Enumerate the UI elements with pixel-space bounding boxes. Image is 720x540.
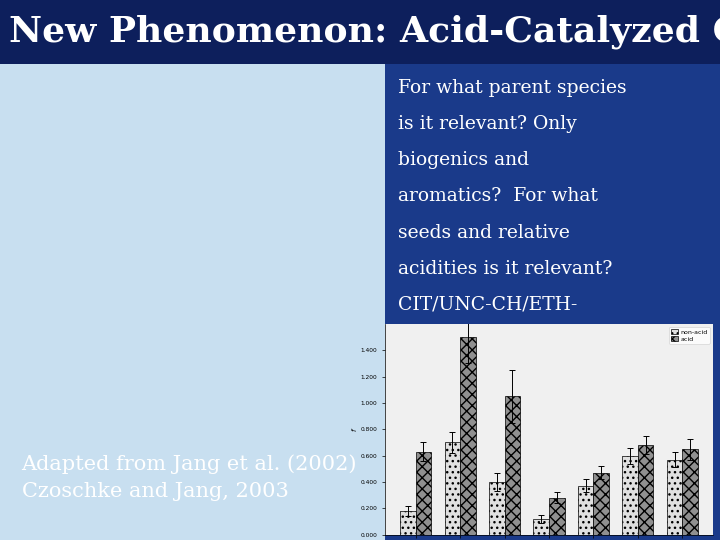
Bar [415, 451, 431, 535]
Text: is it relevant? Only: is it relevant? Only [398, 115, 577, 133]
Bar [460, 337, 476, 535]
Legend: non-acid, acid: non-acid, acid [669, 327, 710, 343]
Bar [622, 456, 638, 535]
Text: PSI: PSI [398, 332, 431, 350]
Bar [0, 0, 720, 64]
Bar [489, 482, 505, 535]
Bar [683, 449, 698, 535]
Text: seeds and relative: seeds and relative [398, 224, 570, 241]
Text: biogenics and: biogenics and [398, 151, 529, 169]
Bar [549, 498, 564, 535]
Text: aromatics?  For what: aromatics? For what [398, 187, 598, 205]
Bar [385, 64, 720, 374]
Bar [578, 486, 593, 535]
Text: CIT/UNC-CH/ETH-: CIT/UNC-CH/ETH- [398, 296, 577, 314]
Y-axis label: f: f [352, 428, 358, 430]
Text: For what parent species: For what parent species [398, 79, 627, 97]
Bar [505, 396, 520, 535]
Bar [400, 511, 415, 535]
Bar [593, 472, 609, 535]
Bar [667, 460, 683, 535]
Text: acidities is it relevant?: acidities is it relevant? [398, 260, 613, 278]
Bar [0, 64, 385, 540]
Bar [638, 445, 654, 535]
Text: Adapted from Jang et al. (2002)
Czoschke and Jang, 2003: Adapted from Jang et al. (2002) Czoschke… [22, 455, 357, 501]
Bar [534, 519, 549, 535]
Text: New Phenomenon: Acid-Catalyzed Chemistry: New Phenomenon: Acid-Catalyzed Chemistry [9, 15, 720, 49]
Bar [444, 442, 460, 535]
